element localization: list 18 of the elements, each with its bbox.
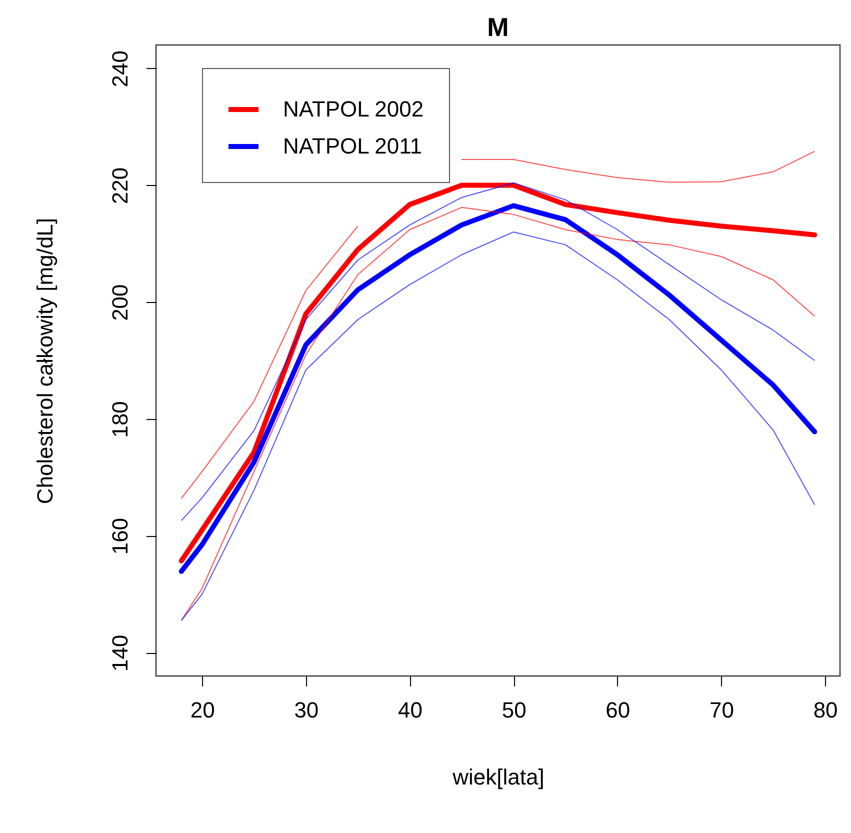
y-axis-title: Cholesterol całkowity [mg/dL]: [32, 218, 58, 504]
x-tick-label: 70: [709, 698, 734, 722]
legend-label: NATPOL 2002: [283, 96, 424, 122]
x-tick-label: 60: [606, 698, 630, 722]
legend-label: NATPOL 2011: [283, 134, 422, 158]
x-axis-title: wiek[lata]: [452, 764, 544, 790]
x-tick-label: 40: [398, 698, 422, 722]
x-tick-label: 50: [502, 698, 526, 722]
y-tick-label: 160: [108, 518, 132, 555]
y-tick-label: 200: [108, 284, 132, 321]
y-tick-label: 240: [108, 50, 132, 88]
x-tick-label: 80: [813, 698, 838, 722]
chart-title: M: [487, 12, 509, 42]
y-tick-label: 180: [108, 401, 132, 438]
y-tick-label: 140: [108, 634, 132, 672]
x-tick-label: 20: [190, 698, 215, 722]
x-tick-label: 30: [294, 698, 319, 722]
y-tick-label: 220: [108, 167, 132, 204]
